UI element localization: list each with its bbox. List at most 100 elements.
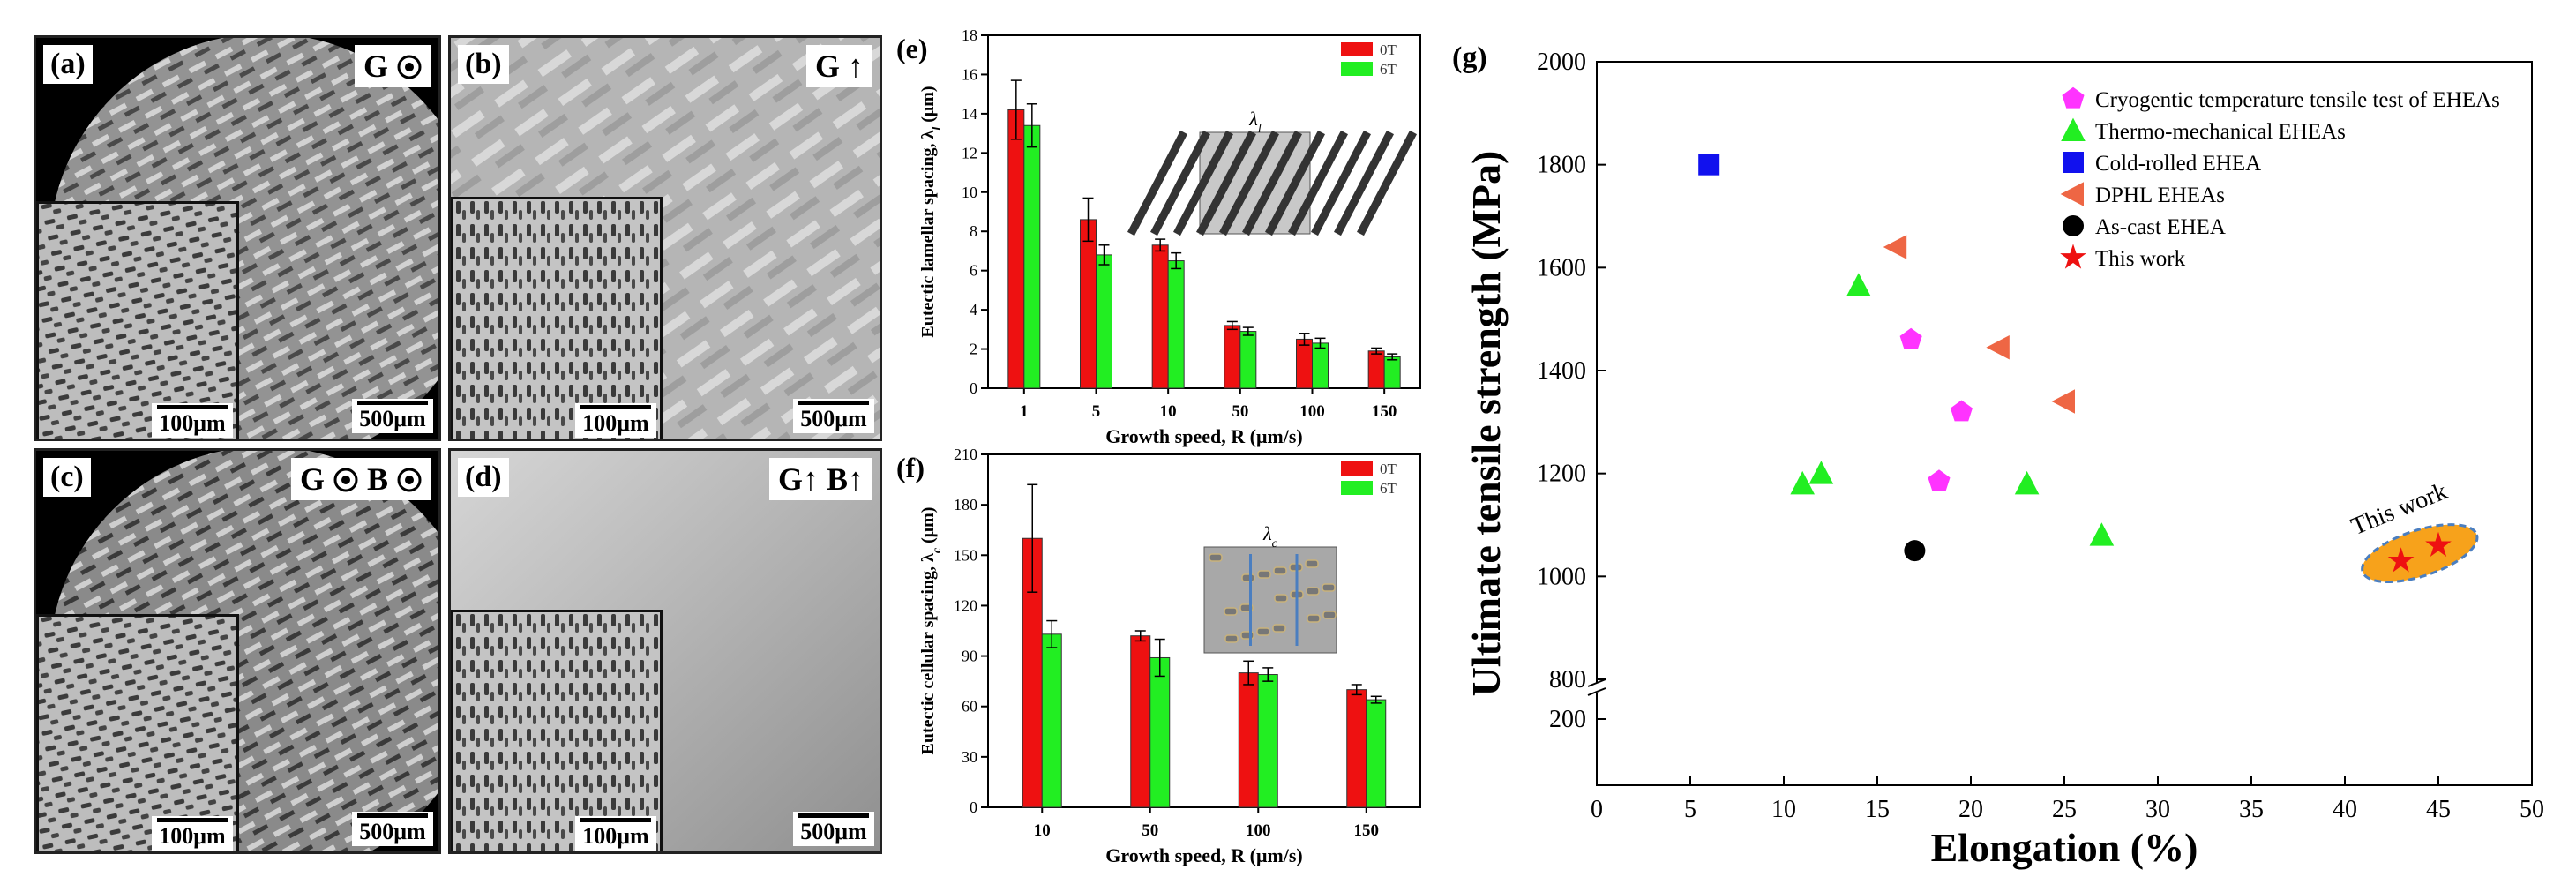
legend-label: Cold-rolled EHEA bbox=[2095, 152, 2261, 176]
x-tick-label: 50 bbox=[1232, 402, 1248, 421]
inset-micrograph-c: 100μm bbox=[36, 614, 239, 851]
inset-scale-label-c: 100μm bbox=[159, 823, 226, 849]
scale-label-c: 500μm bbox=[359, 819, 426, 844]
data-point bbox=[2063, 152, 2084, 173]
data-point bbox=[1899, 327, 1922, 349]
cell-feature bbox=[1306, 587, 1320, 596]
bar-0T bbox=[1367, 350, 1385, 389]
y-tick-label: 10 bbox=[962, 184, 977, 201]
cell-feature bbox=[1272, 624, 1286, 633]
bar-0T bbox=[1296, 338, 1313, 389]
series-star bbox=[2387, 531, 2452, 573]
x-tick-label: 5 bbox=[1684, 796, 1696, 823]
bar-6T bbox=[1096, 254, 1112, 389]
cell-feature bbox=[1305, 559, 1319, 568]
data-point bbox=[1808, 461, 1834, 484]
inset-micrograph-b: 100μm bbox=[451, 197, 663, 439]
bar-6T bbox=[1149, 656, 1171, 808]
y-tick-label: 60 bbox=[962, 698, 977, 716]
data-point bbox=[2089, 522, 2115, 546]
scale-label-d: 500μm bbox=[800, 819, 867, 844]
up-arrow-icon: ↑ bbox=[848, 461, 864, 497]
y-axis-label: Eutectic cellular spacing, λc (μm) bbox=[918, 507, 944, 755]
x-tick-label: 1 bbox=[1020, 402, 1029, 421]
inset-scale-bar-a: 100μm bbox=[152, 403, 233, 438]
bar-6T bbox=[1257, 674, 1278, 808]
lamella-stripe bbox=[1311, 130, 1371, 236]
y-tick-label: 1200 bbox=[1537, 461, 1586, 488]
x-axis-label: Elongation (%) bbox=[1931, 825, 2198, 870]
data-point bbox=[2425, 531, 2452, 557]
orientation-badge-d: G↑ B↑ bbox=[768, 458, 872, 500]
series-square bbox=[1698, 154, 1720, 176]
micrograph-panel-d: (d) G↑ B↑ 100μm 500μm bbox=[448, 448, 882, 854]
bar-0T bbox=[1346, 689, 1367, 808]
x-tick-label: 15 bbox=[1865, 796, 1890, 823]
scale-label-a: 500μm bbox=[359, 406, 426, 431]
y-tick-label: 120 bbox=[954, 596, 977, 614]
plot-frame bbox=[987, 453, 1421, 808]
micrograph-panel-a: (a) G 100μm 500μm bbox=[34, 35, 441, 441]
cell-feature bbox=[1241, 573, 1255, 582]
data-point bbox=[2387, 547, 2415, 573]
lamella-stripe bbox=[1173, 130, 1233, 236]
data-point bbox=[2061, 117, 2086, 141]
plot-frame bbox=[987, 34, 1421, 389]
x-tick-label: 0 bbox=[1591, 796, 1603, 823]
y-tick-label: 1000 bbox=[1537, 563, 1586, 590]
legend-swatch bbox=[1341, 62, 1373, 76]
legend-swatch bbox=[1341, 461, 1373, 476]
bar-chart-cellular-spacing: (f) 0 30 60 90 120 150 180 210 10 50 100 150 Growth s… bbox=[896, 446, 1421, 866]
inset-schematic bbox=[1203, 546, 1337, 654]
panel-label-c: (c) bbox=[43, 458, 91, 497]
data-point bbox=[2060, 182, 2084, 206]
cell-feature bbox=[1322, 583, 1336, 592]
bar-6T bbox=[1041, 633, 1062, 808]
inset-scale-label-d: 100μm bbox=[582, 823, 649, 849]
bar-0T bbox=[1224, 325, 1241, 389]
legend-label: Thermo-mechanical EHEAs bbox=[2095, 120, 2346, 144]
inset-micrograph-a: 100μm bbox=[36, 201, 239, 439]
legend-label: 6T bbox=[1380, 61, 1397, 78]
inset-image-a bbox=[39, 204, 236, 439]
data-point bbox=[2062, 86, 2085, 109]
y-tick-label: 800 bbox=[1549, 666, 1586, 693]
bar-6T bbox=[1023, 124, 1041, 389]
bar-0T bbox=[1238, 672, 1259, 808]
cell-feature bbox=[1307, 614, 1321, 623]
y-tick-label: 0 bbox=[970, 379, 977, 397]
micrograph-panel-b: (b) G ↑ 100μm 500μm bbox=[448, 35, 882, 441]
y-axis-label: Ultimate tensile strength (MPa) bbox=[1464, 151, 1509, 697]
inset-scale-bar-d: 100μm bbox=[575, 816, 656, 851]
panel-label-f: (f) bbox=[896, 452, 925, 483]
data-point bbox=[1790, 470, 1815, 495]
out-of-plane-icon bbox=[333, 468, 358, 492]
data-point bbox=[2063, 215, 2084, 236]
lamella-stripe bbox=[1219, 130, 1279, 236]
y-tick-label: 18 bbox=[962, 26, 977, 44]
data-point bbox=[2014, 470, 2040, 495]
x-tick-label: 50 bbox=[2520, 796, 2544, 823]
y-tick-label: 2000 bbox=[1537, 49, 1586, 76]
orientation-badge-b: G ↑ bbox=[805, 45, 872, 87]
scale-label-b: 500μm bbox=[800, 406, 867, 431]
cell-feature bbox=[1224, 607, 1238, 616]
bar-6T bbox=[1312, 342, 1329, 389]
inset-image-c bbox=[39, 617, 236, 851]
cell-feature bbox=[1224, 634, 1239, 643]
data-point bbox=[1904, 540, 1926, 562]
legend-label: 0T bbox=[1380, 41, 1397, 58]
axis-break-mark bbox=[1587, 687, 1606, 696]
scale-bar-c: 500μm bbox=[352, 812, 433, 846]
x-tick-label: 25 bbox=[2052, 796, 2077, 823]
gradient-label: G bbox=[299, 461, 325, 497]
y-tick-label: 1400 bbox=[1537, 357, 1586, 385]
cell-feature bbox=[1322, 611, 1337, 619]
legend-swatch bbox=[1341, 42, 1373, 56]
y-tick-label: 12 bbox=[962, 144, 977, 161]
x-tick-label: 50 bbox=[1142, 821, 1158, 840]
inset-micrograph-d: 100μm bbox=[451, 610, 663, 851]
y-tick-label: 4 bbox=[970, 301, 977, 319]
lamella-stripe bbox=[1196, 130, 1256, 236]
x-tick-label: 30 bbox=[2145, 796, 2170, 823]
